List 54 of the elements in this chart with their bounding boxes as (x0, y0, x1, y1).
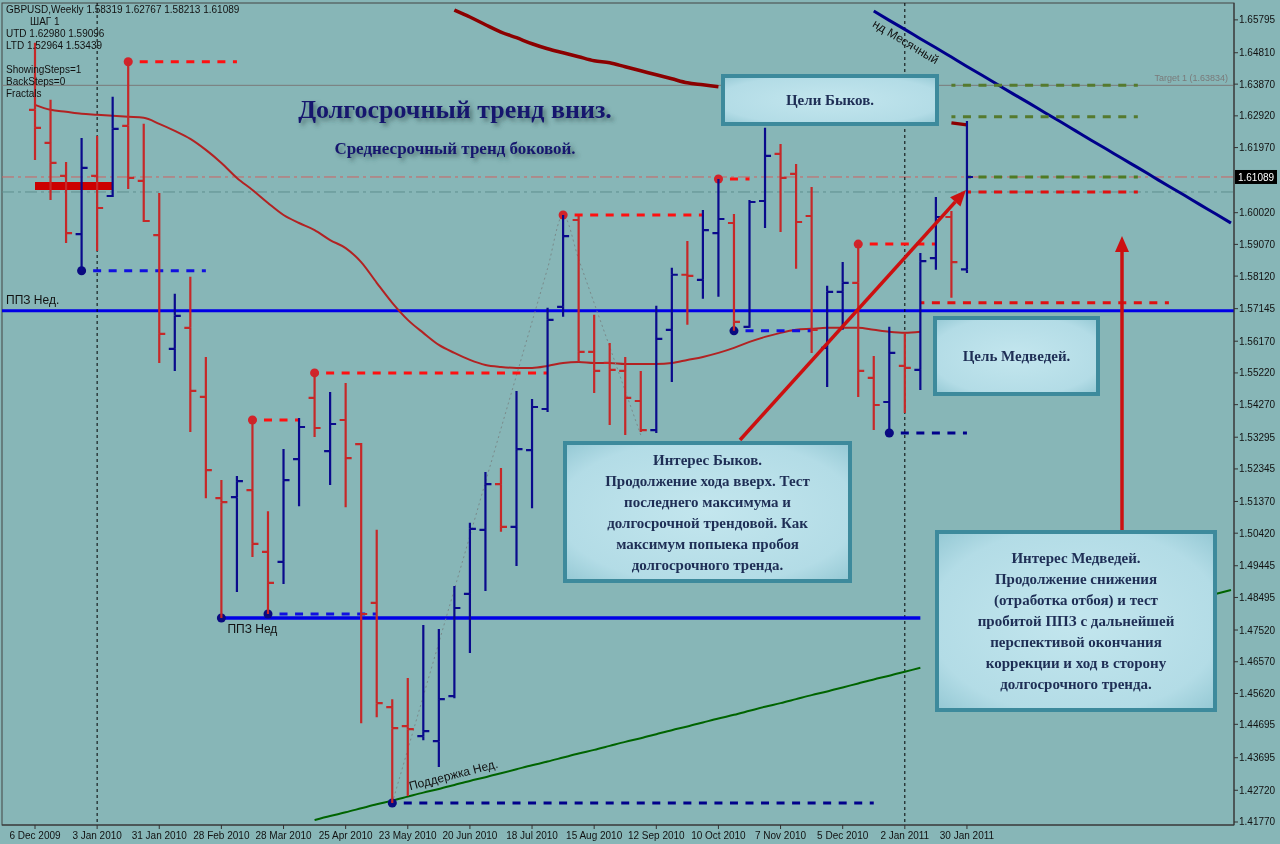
y-tick-label: 1.51370 (1239, 495, 1276, 507)
x-tick-label: 31 Jan 2010 (131, 830, 188, 841)
y-tick-label: 1.41770 (1239, 816, 1276, 828)
x-tick-label: 18 Jul 2010 (506, 830, 559, 841)
x-tick-label: 12 Sep 2010 (627, 830, 686, 841)
y-tick-label: 1.52345 (1239, 463, 1276, 475)
x-tick-label: 28 Mar 2010 (255, 830, 313, 841)
y-tick-label: 1.55220 (1239, 367, 1276, 379)
ref-line-label: 1.61089 (1237, 171, 1275, 183)
y-tick-label: 1.59070 (1239, 238, 1276, 250)
x-tick-label: 2 Jan 2011 (880, 830, 930, 841)
y-tick-label: 1.64810 (1239, 47, 1276, 59)
y-tick-label: 1.43695 (1239, 752, 1276, 764)
x-tick-label: 5 Dec 2010 (817, 830, 869, 841)
series-label: ППЗ Нед (227, 622, 278, 636)
x-tick-label: 15 Aug 2010 (566, 830, 623, 841)
y-tick-label: 1.63870 (1239, 78, 1276, 90)
y-tick-label: 1.57145 (1239, 303, 1276, 315)
annotation: Цель Медведей. (962, 348, 1071, 364)
x-tick-label: 28 Feb 2010 (193, 830, 250, 841)
y-tick-label: 1.47520 (1239, 624, 1276, 636)
x-tick-label: 7 Nov 2010 (754, 830, 807, 841)
y-tick-label: 1.60020 (1239, 207, 1276, 219)
text: Долгосрочный тренд вниз. (298, 95, 612, 124)
x-tick-label: 6 Dec 2009 (9, 830, 62, 841)
y-tick-label: 1.62920 (1239, 110, 1276, 122)
y-tick-label: 1.45620 (1239, 687, 1276, 699)
y-tick-label: 1.46570 (1239, 656, 1276, 668)
annotation: Цели Быков. (785, 92, 875, 108)
y-tick-label: 1.65795 (1239, 14, 1276, 26)
x-tick-label: 23 May 2010 (378, 830, 438, 841)
x-tick-label: 10 Oct 2010 (691, 830, 747, 841)
x-tick-label: 30 Jan 2011 (939, 830, 995, 841)
line-series (872, 9, 1233, 225)
y-tick-label: 1.56170 (1239, 335, 1276, 347)
y-tick-label: 1.49445 (1239, 560, 1276, 572)
annotation: Интерес Медведей. Продолжение снижения (отработка отбоя) и тест пробитой ППЗ с дальнейшей перспективой окончания коррекции и ход в сторону долгосрочного тренда. (977, 550, 1175, 692)
y-tick-label: 1.61970 (1239, 142, 1276, 154)
y-tick-label: 1.42720 (1239, 784, 1276, 796)
y-tick-label: 1.58120 (1239, 270, 1276, 282)
text: Среднесрочный тренд боковой. (334, 139, 576, 158)
x-tick-label: 20 Jun 2010 (442, 830, 498, 841)
ref-line-label: ППЗ Нед. (6, 292, 60, 307)
y-tick-label: 1.53295 (1239, 431, 1276, 443)
x-tick-label: 3 Jan 2010 (72, 830, 123, 841)
annotation: UTD 1.62980 1.59096 (6, 28, 105, 39)
y-tick-label: 1.48495 (1239, 591, 1276, 603)
x-tick-label: 25 Apr 2010 (318, 830, 374, 841)
annotation: ШАГ 1 (30, 16, 61, 27)
annotation: Интерес Быков. Продолжение хода вверх. Тест последнего максимума и долгосрочной трендовой. Как максимум попыека пробоя долгосрочного тренда. (605, 451, 811, 573)
y-tick-label: 1.44695 (1239, 718, 1276, 730)
annotation: GBPUSD,Weekly 1.58319 1.62767 1.58213 1.61089 (6, 4, 240, 15)
y-tick-label: 1.50420 (1239, 527, 1276, 539)
y-tick-label: 1.54270 (1239, 399, 1276, 411)
